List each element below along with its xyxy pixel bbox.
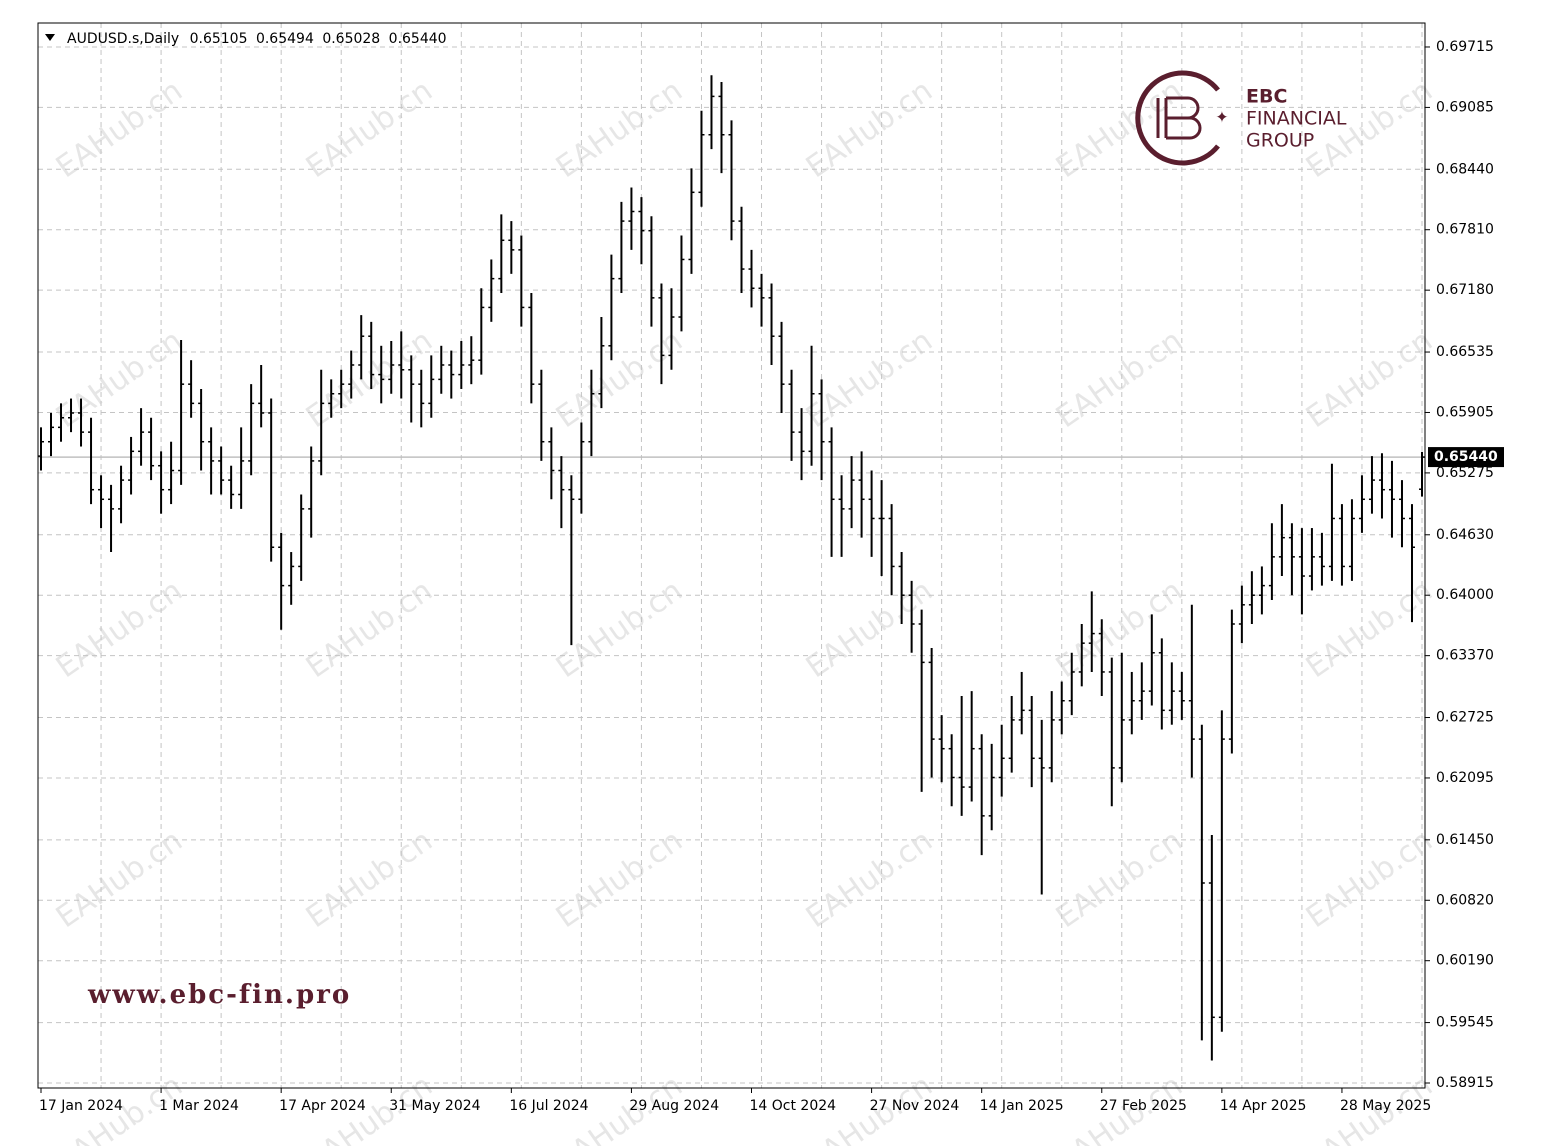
- y-tick-label: 0.62725: [1436, 710, 1494, 726]
- x-tick-label: 27 Feb 2025: [1100, 1098, 1187, 1114]
- last-price-box: [1428, 447, 1504, 468]
- header: AUDUSD.s,Daily 0.65105 0.65494 0.65028 0…: [67, 31, 447, 47]
- y-tick-label: 0.60820: [1436, 892, 1494, 908]
- website: www.ebc-fin.pro: [87, 980, 351, 1010]
- y-tick-label: 0.63370: [1436, 648, 1494, 664]
- bars: [38, 75, 1425, 1061]
- logo-text: GROUP: [1246, 130, 1314, 152]
- y-tick-label: 0.66535: [1436, 344, 1494, 360]
- header-close: 0.65440: [389, 31, 447, 47]
- logo-mark: [1156, 96, 1202, 140]
- x-tick-label: 29 Aug 2024: [629, 1098, 719, 1114]
- symbol: AUDUSD.s,Daily: [67, 31, 179, 47]
- y-tick-label: 0.61450: [1436, 832, 1494, 848]
- x-tick-label: 14 Oct 2024: [750, 1098, 837, 1114]
- logo: ✦ EBC FINANCIAL GROUP: [1135, 70, 1347, 166]
- y-tick-label: 0.60190: [1436, 953, 1494, 969]
- y-tick-label: 0.67180: [1436, 282, 1494, 298]
- logo-text: FINANCIAL: [1246, 108, 1347, 130]
- x-tick-label: 16 Jul 2024: [509, 1098, 588, 1114]
- x-tick-label: 17 Apr 2024: [279, 1098, 366, 1114]
- y-tick-label: 0.58915: [1436, 1075, 1494, 1091]
- x-tick-label: 1 Mar 2024: [159, 1098, 239, 1114]
- y-tick-label: 0.67810: [1436, 222, 1494, 238]
- y-tick-label: 0.59545: [1436, 1015, 1494, 1031]
- x-tick-label: 31 May 2024: [389, 1098, 480, 1114]
- x-tick-label: 14 Jan 2025: [980, 1098, 1064, 1114]
- x-tick-label: 17 Jan 2024: [39, 1098, 123, 1114]
- logo-text: EBC: [1246, 86, 1287, 108]
- y-tick-label: 0.62095: [1436, 770, 1494, 786]
- y-tick-label: 0.68440: [1436, 161, 1494, 177]
- x-tick-label: 28 May 2025: [1340, 1098, 1431, 1114]
- y-tick-label: 0.69715: [1436, 39, 1494, 55]
- header-arrow: [45, 34, 55, 41]
- y-tick-label: 0.69085: [1436, 99, 1494, 115]
- plot-frame: [37, 22, 1426, 1089]
- header-open: 0.65105: [190, 31, 248, 47]
- logo-star: ✦: [1215, 108, 1228, 127]
- x-tick-label: 27 Nov 2024: [870, 1098, 960, 1114]
- y-tick-label: 0.64000: [1436, 587, 1494, 603]
- y-tick-label: 0.64630: [1436, 527, 1494, 543]
- logo-arc: [1135, 70, 1220, 166]
- header-low: 0.65028: [322, 31, 380, 47]
- x-tick-label: 14 Apr 2025: [1220, 1098, 1307, 1114]
- y-tick-label: 0.65905: [1436, 404, 1494, 420]
- header-high: 0.65494: [256, 31, 314, 47]
- last-price-label: 0.65440: [1434, 449, 1498, 465]
- y-tick-label: 0.65275: [1436, 465, 1494, 481]
